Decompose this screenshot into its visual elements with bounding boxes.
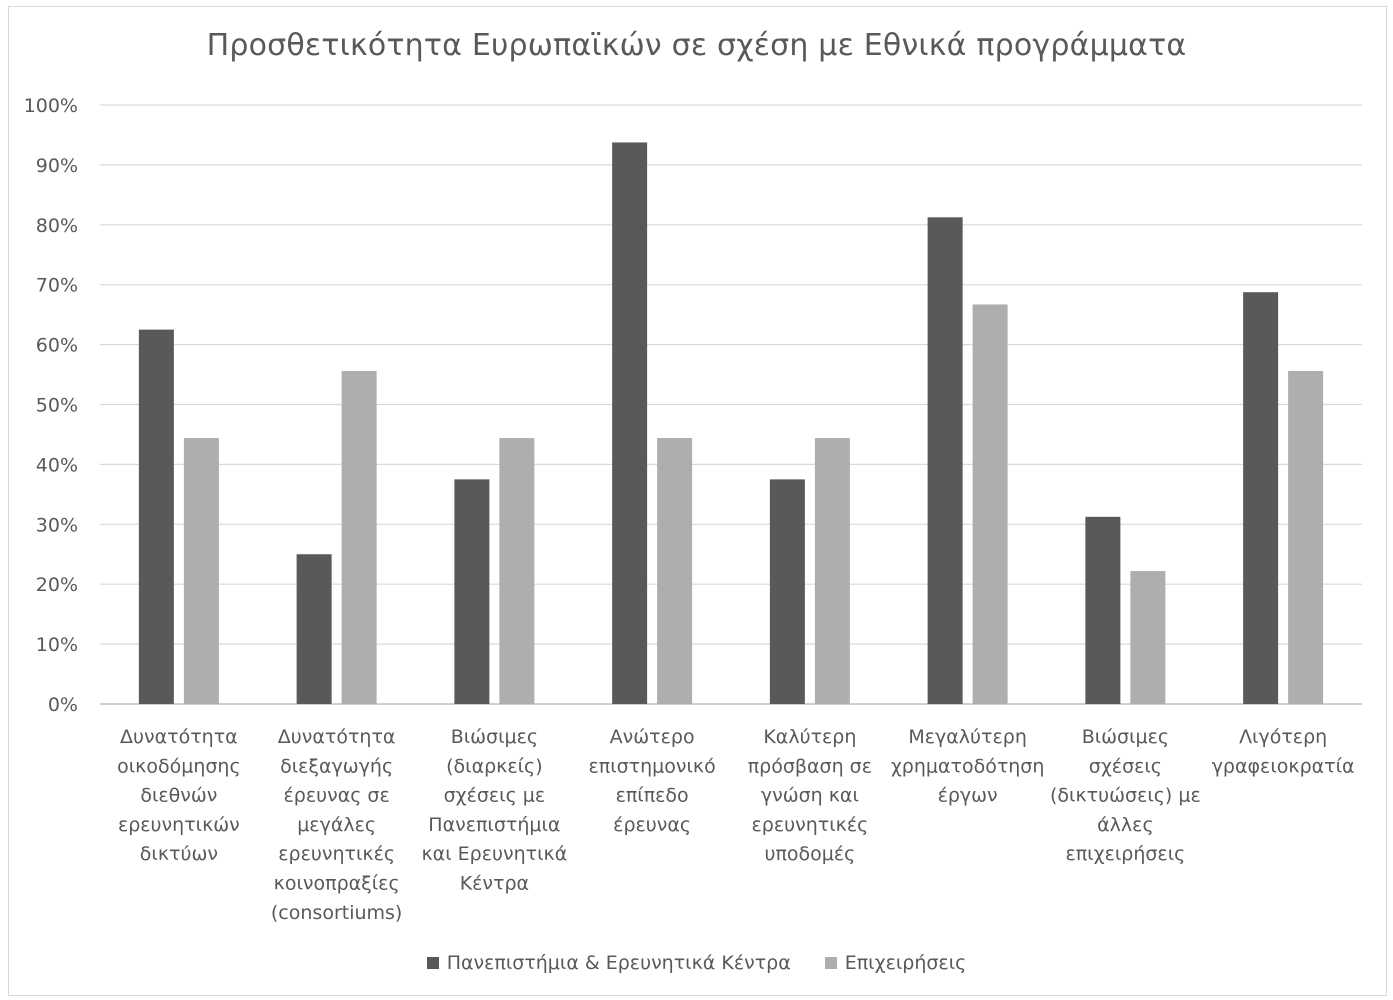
x-tick-label-line: ερευνητικών <box>118 814 240 836</box>
y-tick-label: 0% <box>48 694 78 716</box>
x-tick-label-line: μεγάλες <box>297 814 376 836</box>
chart-frame <box>8 6 1387 996</box>
x-tick-label: Λιγότερη γραφειοκρατία <box>1212 726 1355 777</box>
x-tick-label: Βιώσιμες σχέσεις (δικτυώσεις) με άλλες επιχε… <box>1050 726 1201 865</box>
gridlines <box>100 104 1362 705</box>
legend-label-businesses: Επιχειρήσεις <box>844 952 967 974</box>
chart-title: Προσθετικότητα Ευρωπαϊκών σε σχέση με Εθ… <box>206 28 1187 63</box>
x-tick-label-line: Λιγότερη <box>1239 726 1327 748</box>
bar-series2-category4 <box>657 438 693 704</box>
y-tick-label: 50% <box>36 395 78 417</box>
bar-series1-category3 <box>454 479 490 704</box>
bar-series2-category6 <box>972 304 1008 704</box>
legend-swatch-businesses <box>824 957 837 969</box>
x-tick-label-line: επιχειρήσεις <box>1065 843 1185 865</box>
y-tick-label: 80% <box>36 215 78 237</box>
x-tick-label-line: υποδομές <box>764 843 855 865</box>
x-tick-label-line: επίπεδο <box>616 785 689 807</box>
x-tick-label-line: οικοδόμησης <box>117 755 241 777</box>
x-tick-label-line: Βιώσιμες <box>451 726 538 748</box>
legend-item-businesses: Επιχειρήσεις <box>824 952 967 974</box>
x-axis-ticks: Δυνατότητα οικοδόμησης διεθνών ερευνητικών δ… <box>117 726 1354 924</box>
x-tick-label-line: ερευνητικές <box>278 843 395 865</box>
x-tick-label-line: γραφειοκρατία <box>1212 755 1355 777</box>
legend-swatch-universities <box>426 957 439 969</box>
bar-series1-category4 <box>612 142 648 704</box>
x-tick-label-line: σχέσεις με <box>444 785 546 807</box>
x-tick-label-line: Καλύτερη <box>763 726 856 748</box>
x-tick-label-line: έρευνας σε <box>284 785 390 807</box>
y-tick-label: 70% <box>36 275 78 297</box>
x-tick-label-line: δικτύων <box>140 843 218 865</box>
x-tick-label-line: έρευνας <box>613 814 691 836</box>
bar-series2-category1 <box>183 438 219 704</box>
x-tick-label-line: άλλες <box>1097 814 1153 836</box>
x-tick-label-line: Ανώτερο <box>610 726 695 748</box>
bar-series1-category8 <box>1243 292 1279 704</box>
bar-series2-category2 <box>341 370 377 704</box>
y-tick-label: 90% <box>36 155 78 177</box>
bar-series1-category5 <box>769 479 805 704</box>
bar-series2-category7 <box>1130 571 1166 704</box>
y-axis-ticks: 0% 10% 20% 30% 40% 50% 60% 70% 80% 90% 100% <box>24 95 78 716</box>
x-tick-label: Δυνατότητα οικοδόμησης διεθνών ερευνητικών δ… <box>117 726 241 865</box>
x-tick-label-line: κοινοπραξίες <box>274 873 400 895</box>
x-tick-label-line: (δικτυώσεις) με <box>1050 785 1201 807</box>
bar-series2-category3 <box>499 438 535 704</box>
bar-series1-category7 <box>1085 516 1121 704</box>
x-tick-label-line: (consortiums) <box>271 902 402 924</box>
x-tick-label-line: (διαρκείς) <box>446 755 543 777</box>
legend: Πανεπιστήμια & Ερευνητικά Κέντρα Επιχειρ… <box>0 952 1393 974</box>
bar-series1-category1 <box>138 329 174 704</box>
x-tick-label-line: ερευνητικές <box>752 814 869 836</box>
x-tick-label-line: διεθνών <box>140 785 217 807</box>
bar-series2-category5 <box>814 438 850 704</box>
x-tick-label-line: χρηματοδότηση <box>891 755 1045 777</box>
x-tick-label-line: σχέσεις <box>1089 755 1162 777</box>
x-tick-label-line: Βιώσιμες <box>1082 726 1169 748</box>
y-tick-label: 60% <box>36 335 78 357</box>
x-tick-label-line: επιστημονικό <box>589 755 716 777</box>
y-tick-label: 30% <box>36 514 78 536</box>
y-tick-label: 20% <box>36 574 78 596</box>
y-tick-label: 100% <box>24 95 78 117</box>
x-tick-label: Ανώτερο επιστημονικό επίπεδο έρευνας <box>589 726 716 836</box>
x-tick-label: Βιώσιμες (διαρκείς) σχέσεις με Πανεπιστήμια… <box>421 726 567 895</box>
x-tick-label: Καλύτερη πρόσβαση σε γνώση και ερευνητικές υ… <box>748 726 872 865</box>
x-tick-label: Δυνατότητα διεξαγωγής έρευνας σε μεγάλες ερε… <box>271 726 402 924</box>
legend-label-universities: Πανεπιστήμια & Ερευνητικά Κέντρα <box>446 952 791 974</box>
x-tick-label-line: Πανεπιστήμια <box>428 814 560 836</box>
x-tick-label-line: πρόσβαση σε <box>748 755 872 777</box>
x-tick-label-line: έργων <box>938 785 998 807</box>
y-tick-label: 40% <box>36 454 78 476</box>
bar-series2-category8 <box>1288 370 1324 704</box>
x-tick-label-line: Δυνατότητα <box>278 726 396 748</box>
x-tick-label-line: γνώση και <box>761 785 859 807</box>
x-tick-label-line: διεξαγωγής <box>280 755 393 777</box>
bar-series1-category2 <box>296 554 332 704</box>
x-tick-label-line: και Ερευνητικά <box>421 843 567 865</box>
x-tick-label-line: Κέντρα <box>460 873 529 895</box>
legend-item-universities: Πανεπιστήμια & Ερευνητικά Κέντρα <box>426 952 791 974</box>
x-tick-label-line: Δυνατότητα <box>120 726 238 748</box>
bar-series1-category6 <box>927 217 963 704</box>
bars <box>138 142 1324 704</box>
y-tick-label: 10% <box>36 634 78 656</box>
x-tick-label: Μεγαλύτερη χρηματοδότηση έργων <box>891 726 1045 807</box>
x-tick-label-line: Μεγαλύτερη <box>908 726 1026 748</box>
